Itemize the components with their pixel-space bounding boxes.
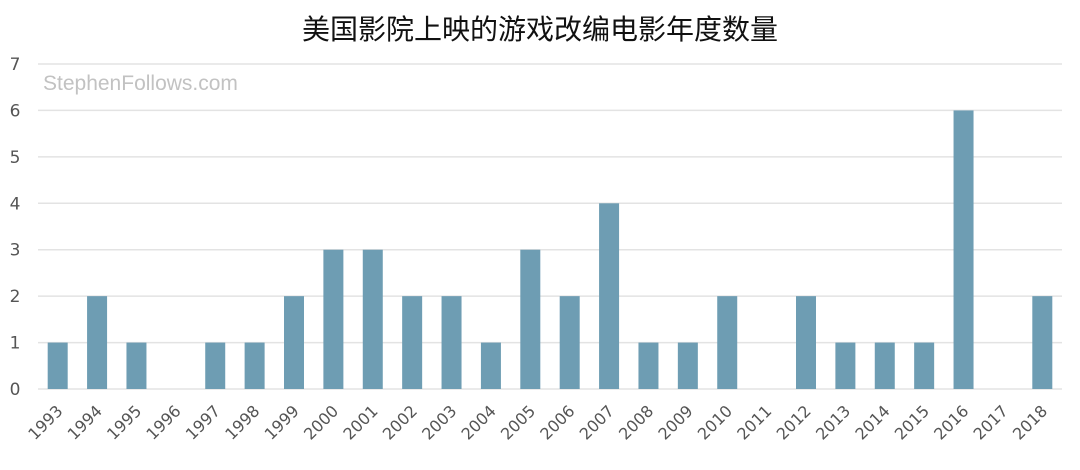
x-tick-label: 2003: [418, 401, 460, 443]
y-tick-label: 4: [10, 194, 21, 214]
x-tick-label: 2002: [379, 401, 421, 443]
x-axis-ticks: 1993199419951996199719981999200020012002…: [24, 401, 1051, 443]
x-tick-label: 1994: [64, 401, 106, 443]
bar-2008: [638, 342, 659, 389]
x-tick-label: 1995: [103, 401, 145, 443]
bar-1999: [284, 296, 304, 389]
x-tick-label: 1993: [24, 401, 66, 443]
x-tick-label: 2005: [497, 401, 539, 443]
x-tick-label: 2018: [1009, 401, 1051, 443]
x-tick-label: 2009: [654, 401, 696, 443]
watermark-text: StephenFollows.com: [43, 72, 238, 95]
bars: [47, 110, 1053, 389]
bar-2018: [1032, 296, 1053, 389]
x-tick-label: 2011: [733, 401, 775, 443]
bar-2006: [559, 296, 580, 389]
x-tick-label: 1998: [221, 401, 263, 443]
x-tick-label: 2016: [930, 401, 972, 443]
y-tick-label: 7: [10, 55, 21, 75]
bar-1993: [47, 342, 68, 389]
bar-2000: [323, 249, 344, 389]
x-tick-label: 2012: [773, 401, 815, 443]
x-tick-label: 2015: [891, 401, 933, 443]
x-tick-label: 1997: [182, 401, 224, 443]
bar-2004: [480, 342, 501, 389]
x-tick-label: 2004: [458, 401, 500, 443]
bar-1995: [126, 342, 147, 389]
bar-2001: [362, 249, 383, 389]
bar-2015: [914, 342, 935, 389]
x-tick-label: 2001: [339, 401, 381, 443]
x-tick-label: 1999: [261, 401, 303, 443]
bar-1998: [244, 342, 265, 389]
bar-2002: [402, 296, 423, 389]
bar-2013: [835, 342, 856, 389]
x-tick-label: 2017: [970, 401, 1012, 443]
x-tick-label: 2007: [576, 401, 618, 443]
bar-1994: [87, 296, 108, 389]
x-tick-label: 2013: [812, 401, 854, 443]
x-tick-label: 1996: [142, 401, 184, 443]
bar-2009: [677, 342, 698, 389]
y-tick-label: 6: [10, 101, 21, 121]
bar-1997: [205, 342, 226, 389]
bar-2005: [520, 249, 541, 389]
bar-2003: [441, 296, 462, 389]
x-tick-label: 2014: [851, 401, 893, 443]
y-tick-label: 3: [10, 241, 21, 261]
chart-title: 美国影院上映的游戏改编电影年度数量: [301, 13, 778, 46]
y-axis-ticks: 0 1 2 3 4 5 6 7: [10, 55, 21, 400]
y-tick-label: 0: [10, 380, 21, 400]
y-tick-label: 5: [10, 148, 21, 168]
x-tick-label: 2006: [536, 401, 578, 443]
x-tick-label: 2008: [615, 401, 657, 443]
bar-2014: [874, 342, 895, 389]
gridlines: [38, 63, 1062, 390]
bar-2010: [717, 296, 738, 389]
y-tick-label: 2: [10, 287, 21, 307]
y-tick-label: 1: [10, 334, 21, 354]
bar-2007: [599, 203, 620, 389]
bar-2016: [953, 110, 974, 389]
bar-2012: [796, 296, 816, 389]
x-tick-label: 2010: [694, 401, 736, 443]
x-tick-label: 2000: [300, 401, 342, 443]
